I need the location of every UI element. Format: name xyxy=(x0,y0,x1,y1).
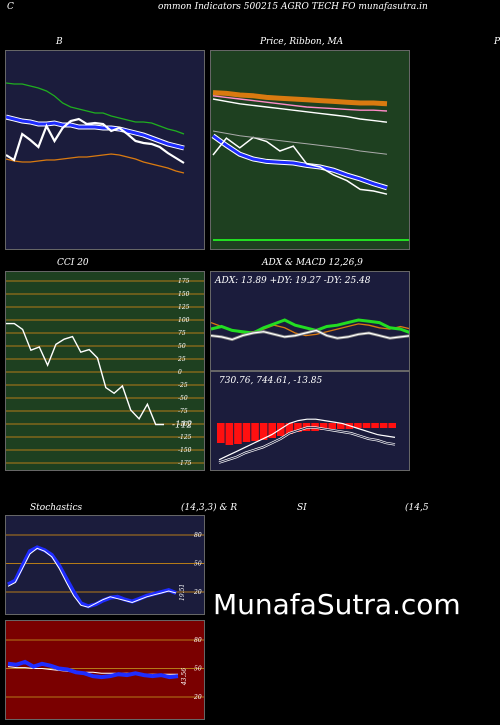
cci-tick-label: -100 xyxy=(178,421,192,428)
bollinger-series-1 xyxy=(6,115,185,150)
bollinger-series-2 xyxy=(6,153,185,174)
macd-histogram-bar xyxy=(225,423,234,445)
macd-histogram-bar xyxy=(388,423,396,428)
bollinger-series-3 xyxy=(6,117,185,164)
price-series-0 xyxy=(212,98,388,123)
bollinger-title: B xyxy=(56,37,63,47)
stoch-series-1 xyxy=(7,547,177,608)
cci-panel: 175 150 125 100 75 50 25 0 -25 -50 -75 -100 -125 -150… xyxy=(5,271,205,471)
stoch-series-0 xyxy=(7,545,177,609)
rsi-panel: 80 50 20 43.56 xyxy=(5,620,205,720)
stoch-tick-label: 80 xyxy=(194,532,202,539)
cci-tick-label: 125 xyxy=(178,304,190,311)
adx-readout: ADX: 13.89 +DY: 19.27 -DY: 25.48 xyxy=(215,276,371,286)
rsi-tick-label: 80 xyxy=(194,637,202,644)
macd-histogram-bar xyxy=(294,423,302,432)
stochastics-params: (14,3,3) & R xyxy=(181,503,238,513)
stoch-last-label: 19.51 xyxy=(179,584,186,601)
price-series-1 xyxy=(212,90,388,107)
cci-tick-label: -150 xyxy=(178,447,192,454)
adx-macd-title: ADX & MACD 12,26,9 xyxy=(262,258,363,268)
price-ribbon-lower xyxy=(212,130,388,155)
macd-histogram-bar xyxy=(251,423,259,441)
header-left: C xyxy=(7,2,14,12)
watermark: MunafaSutra.com xyxy=(213,588,461,621)
macd-histogram-bar xyxy=(285,423,294,434)
cci-line xyxy=(6,322,164,426)
stochastics-panel: 80 50 20 19.51 xyxy=(5,515,205,615)
cci-tick-label: -75 xyxy=(178,408,188,415)
macd-histogram-bar xyxy=(217,423,225,443)
price-baseline xyxy=(213,239,409,241)
cci-tick-label: 150 xyxy=(178,291,190,298)
cci-tick-label: 0 xyxy=(178,369,182,376)
adx-series-2 xyxy=(211,329,409,341)
macd-histogram-bar xyxy=(268,423,276,438)
macd-histogram-bar xyxy=(371,423,379,428)
stoch-tick-label: 20 xyxy=(193,589,202,596)
macd-series-0 xyxy=(218,418,396,461)
cci-title: CCI 20 xyxy=(57,258,89,268)
cci-tick-label: -25 xyxy=(178,382,188,389)
price-series-4 xyxy=(212,136,388,195)
macd-panel: 730.76, 744.61, -13.85 xyxy=(210,371,410,471)
rsi-tick-label: 50 xyxy=(194,666,202,673)
rsi-title: SI xyxy=(297,503,307,513)
header-title: ommon Indicators 500215 AGRO TECH FO mun… xyxy=(158,2,428,12)
macd-histogram-bar xyxy=(362,423,371,428)
rsi-series-0 xyxy=(7,659,179,680)
macd-histogram-bar xyxy=(354,423,362,428)
stochastics-title: Stochastics xyxy=(30,503,83,513)
cci-tick-label: 75 xyxy=(178,330,186,337)
cci-tick-label: -125 xyxy=(178,434,192,441)
cci-last-label: -112 xyxy=(172,421,192,431)
macd-histogram-bar xyxy=(319,423,328,430)
macd-histogram-bar xyxy=(259,423,268,440)
bollinger-panel xyxy=(5,50,205,250)
rsi-last-label: 43.56 xyxy=(181,668,188,686)
macd-histogram-bar xyxy=(328,423,336,429)
macd-histogram-bar xyxy=(337,423,345,429)
macd-histogram-bar xyxy=(379,423,388,428)
price-series-3 xyxy=(212,134,388,190)
macd-histogram-bar xyxy=(242,423,251,442)
bollinger-series-0 xyxy=(6,82,185,135)
macd-readout: 730.76, 744.61, -13.85 xyxy=(219,376,323,386)
macd-signal-core xyxy=(218,427,396,464)
cci-tick-label: 100 xyxy=(178,317,190,324)
adx-series-1 xyxy=(211,318,409,335)
price-ma-panel xyxy=(210,50,410,250)
price-ma-title: Price, Ribbon, MA xyxy=(260,37,344,47)
cci-tick-label: 25 xyxy=(177,356,186,363)
rsi-tick-label: 20 xyxy=(193,694,202,701)
rsi-params: (14,5 xyxy=(405,503,429,513)
price-series-2 xyxy=(212,95,388,112)
adx-panel: ADX: 13.89 +DY: 19.27 -DY: 25.48 xyxy=(210,271,410,371)
cci-tick-label: -175 xyxy=(178,460,192,467)
cci-tick-label: 50 xyxy=(178,343,186,350)
stoch-tick-label: 50 xyxy=(194,561,202,568)
macd-histogram-bar xyxy=(234,423,242,444)
cci-tick-label: -50 xyxy=(178,395,188,402)
cci-tick-label: 175 xyxy=(178,278,190,285)
header-right: P xyxy=(494,37,500,47)
